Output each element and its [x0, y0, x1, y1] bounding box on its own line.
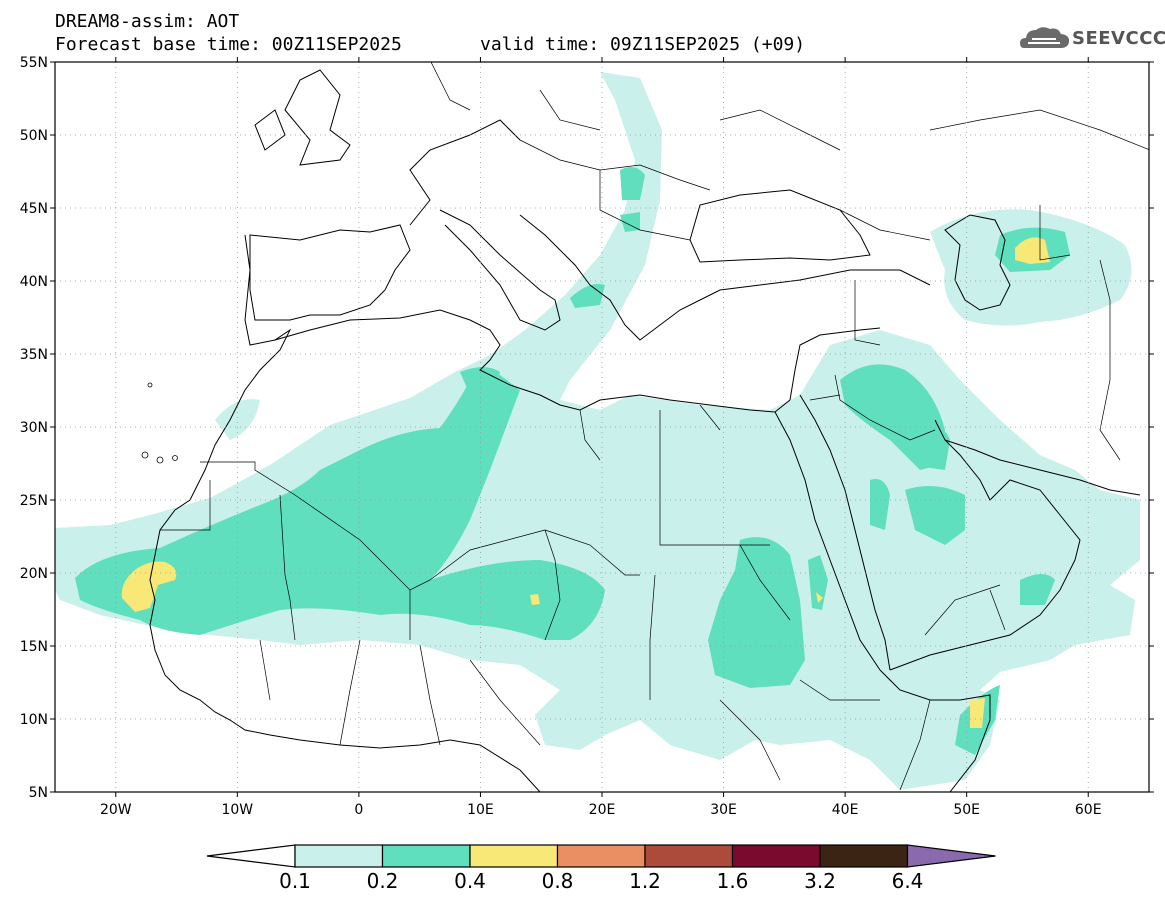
colorbar-level: 3.2 [804, 869, 836, 893]
aot-band-0.2-0.4 [75, 166, 1070, 755]
lon-label: 50E [953, 802, 980, 818]
colorbar-level: 0.1 [279, 869, 311, 893]
colorbar-level: 0.4 [454, 869, 486, 893]
lat-label: 50N [20, 128, 48, 144]
lon-label: 30E [710, 802, 737, 818]
colorbar-swatch [469, 844, 559, 868]
colorbar-low-arrow [206, 844, 296, 868]
aot-field [55, 62, 1149, 792]
colorbar-level: 6.4 [892, 869, 924, 893]
lat-label: 35N [20, 347, 48, 363]
logo-text: SEEVCCC [1072, 28, 1165, 49]
colorbar-swatch [556, 844, 646, 868]
lon-label: 20W [100, 802, 132, 818]
aot-band-0.1-0.2 [55, 72, 1140, 790]
axis-ticks [50, 57, 1154, 797]
colorbar-swatch [381, 844, 471, 868]
coastlines [149, 119, 1141, 792]
lat-label: 55N [20, 55, 48, 71]
aot-band-0.4-0.8 [121, 237, 1050, 728]
cloud-logo-icon [1020, 27, 1070, 48]
canary-islands [141, 382, 178, 464]
colorbar-swatch [819, 844, 909, 868]
seevccc-logo: SEEVCCC [1018, 22, 1165, 56]
lon-label: 0 [354, 802, 363, 818]
longitude-labels: 20W 10W 0 10E 20E 30E 40E 50E 60E [100, 802, 1102, 818]
lon-label: 20E [589, 802, 616, 818]
lon-label: 60E [1075, 802, 1102, 818]
lon-label: 10E [467, 802, 494, 818]
lat-label: 40N [20, 274, 48, 290]
ireland [254, 109, 286, 151]
valid-time: valid time: 09Z11SEP2025 (+09) [480, 34, 806, 55]
colorbar [206, 844, 996, 868]
colorbar-high-arrow [906, 844, 996, 868]
colorbar-labels: 0.1 0.2 0.4 0.8 1.2 1.6 3.2 6.4 [279, 869, 923, 893]
base-time: Forecast base time: 00Z11SEP2025 [55, 34, 402, 55]
colorbar-level: 0.8 [542, 869, 574, 893]
lon-label: 10W [221, 802, 253, 818]
lat-label: 5N [29, 785, 48, 801]
colorbar-level: 0.2 [367, 869, 399, 893]
latitude-labels: 55N 50N 45N 40N 35N 30N 25N 20N 15N 10N 5N [20, 55, 48, 801]
lat-label: 15N [20, 639, 48, 655]
british-isles [284, 69, 351, 166]
colorbar-swatch [644, 844, 734, 868]
colorbar-swatch [731, 844, 821, 868]
lat-label: 45N [20, 201, 48, 217]
forecast-times: Forecast base time: 00Z11SEP2025 valid ti… [55, 34, 805, 55]
colorbar-level: 1.2 [629, 869, 661, 893]
lat-label: 25N [20, 493, 48, 509]
chart-title: DREAM8-assim: AOT [55, 11, 240, 32]
lat-label: 20N [20, 566, 48, 582]
country-borders [160, 62, 1149, 791]
colorbar-level: 1.6 [717, 869, 749, 893]
gridlines [55, 62, 1149, 792]
colorbar-swatch [294, 844, 384, 868]
lat-label: 10N [20, 712, 48, 728]
lon-label: 40E [832, 802, 859, 818]
lat-label: 30N [20, 420, 48, 436]
